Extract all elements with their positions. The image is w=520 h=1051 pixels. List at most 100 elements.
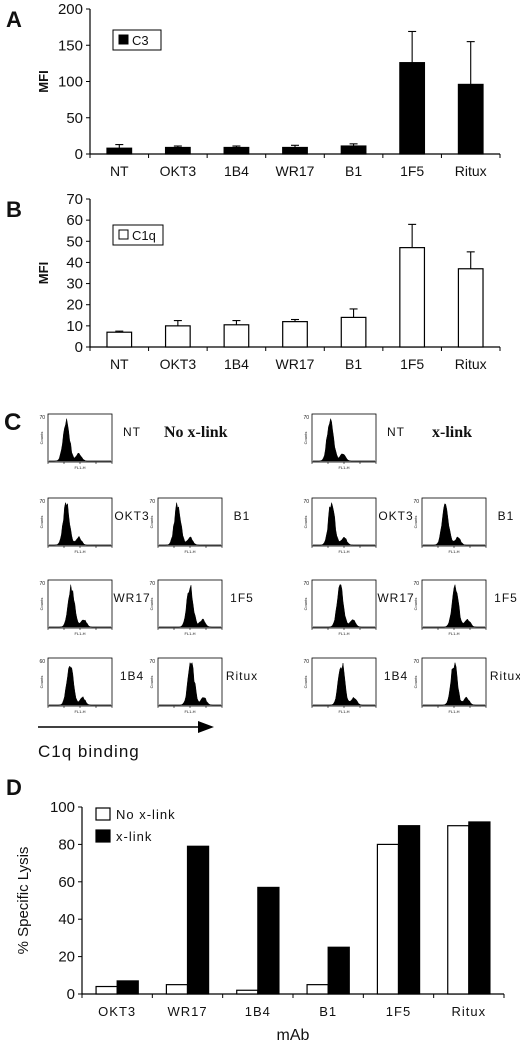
x-tick-label: Ritux	[455, 356, 487, 372]
y-axis-label: MFI	[36, 262, 51, 284]
histogram-plot: 70 Counts FL1-H NT	[303, 413, 404, 470]
panel-letter-c: C	[4, 409, 21, 436]
x-tick-label: 1F5	[386, 1004, 411, 1019]
x-tick-label: B1	[345, 356, 362, 372]
histogram-x-axis-text: FL1-H	[74, 465, 85, 470]
histogram-x-axis-text: FL1-H	[74, 709, 85, 714]
bar	[447, 825, 470, 995]
panel-c: C No x-link x-link 70 Counts FL1-H NT 70 Counts F…	[4, 409, 520, 761]
y-tick-label: 100	[50, 799, 75, 816]
y-tick-label: 200	[58, 1, 83, 18]
histogram-frame	[47, 579, 113, 629]
histogram-y-axis-text: Counts	[413, 516, 418, 529]
histogram-y-axis-text: Counts	[303, 432, 308, 445]
histogram-label: 1B4	[120, 669, 144, 683]
y-tick-label: 10	[66, 318, 83, 335]
panel-a: A 0 50 100 150 200 NT OKT3 1B4 WR17 B1 1F5 Ritux MFI C…	[6, 1, 501, 179]
histogram-y-axis-text: Counts	[39, 598, 44, 611]
x-tick-label: OKT3	[98, 1004, 136, 1019]
bar	[327, 946, 350, 995]
histogram-label: 1F5	[230, 591, 254, 605]
histogram-trace	[313, 584, 375, 628]
bar	[106, 331, 133, 348]
histogram-plot: 70 Counts FL1-H 1F5	[149, 579, 254, 636]
histogram-ymax: 70	[39, 415, 45, 421]
histogram-x-axis-text: FL1-H	[184, 709, 195, 714]
histogram-ymax: 60	[39, 659, 45, 665]
x-tick-label: OKT3	[160, 356, 197, 372]
bar	[399, 247, 426, 348]
column-title-xlink: x-link	[432, 424, 472, 441]
histogram-ymax: 70	[303, 499, 309, 505]
histogram-ymax: 70	[413, 581, 419, 587]
bar	[257, 886, 280, 995]
y-tick-label: 100	[58, 74, 83, 91]
bar	[457, 83, 484, 155]
histogram-plot: 70 Counts FL1-H Ritux	[149, 657, 257, 714]
x-tick-label: WR17	[276, 163, 315, 179]
bar	[95, 985, 118, 995]
bar	[236, 989, 259, 995]
histogram-ymax: 70	[149, 659, 155, 665]
histogram-ymax: 70	[39, 581, 45, 587]
legend-swatch	[95, 829, 111, 843]
histogram-y-axis-text: Counts	[39, 676, 44, 689]
legend-label: No x-link	[116, 807, 176, 822]
panel-letter-a: A	[6, 7, 22, 32]
x-tick-label: 1B4	[224, 356, 249, 372]
histogram-plot: 70 Counts FL1-H OKT3	[39, 497, 149, 554]
y-tick-label: 0	[75, 339, 83, 356]
histogram-x-axis-text: FL1-H	[74, 631, 85, 636]
histogram-label: B1	[234, 509, 251, 523]
histogram-plot: 70 Counts FL1-H B1	[413, 497, 515, 554]
histogram-ymax: 70	[303, 659, 309, 665]
histogram-frame	[47, 657, 113, 707]
histogram-y-axis-text: Counts	[39, 516, 44, 529]
bar	[165, 984, 189, 995]
legend-label: C3	[132, 33, 149, 48]
histogram-ymax: 70	[39, 499, 45, 505]
histogram-label: OKT3	[114, 509, 149, 523]
x-tick-label: NT	[110, 356, 129, 372]
histogram-trace	[313, 502, 375, 546]
legend-label: x-link	[116, 829, 152, 844]
histogram-trace	[423, 662, 485, 706]
histogram-y-axis-text: Counts	[39, 432, 44, 445]
x-tick-label: WR17	[167, 1004, 207, 1019]
bar	[468, 821, 491, 995]
y-tick-label: 20	[66, 297, 83, 314]
y-tick-label: 80	[58, 836, 75, 853]
bar	[397, 825, 421, 995]
histogram-x-axis-text: FL1-H	[448, 549, 459, 554]
bar	[282, 146, 308, 155]
histogram-label: Ritux	[490, 669, 520, 683]
histogram-ymax: 70	[149, 499, 155, 505]
histogram-trace	[313, 417, 375, 462]
y-tick-label: 60	[58, 874, 75, 891]
y-tick-label: 20	[58, 949, 75, 966]
bar	[282, 321, 308, 348]
histogram-plot: 60 Counts FL1-H 1B4	[39, 657, 144, 714]
histogram-y-axis-text: Counts	[413, 598, 418, 611]
histogram-trace	[423, 584, 485, 628]
histogram-plot: 70 Counts FL1-H NT	[39, 413, 140, 470]
histogram-trace	[159, 662, 221, 706]
panel-letter-d: D	[6, 775, 22, 800]
histogram-plot: 70 Counts FL1-H B1	[149, 497, 251, 554]
histogram-y-axis-text: Counts	[149, 516, 154, 529]
histogram-y-axis-text: Counts	[303, 516, 308, 529]
histogram-label: WR17	[377, 591, 414, 605]
y-tick-label: 0	[67, 986, 75, 1003]
bar	[457, 268, 484, 348]
histogram-label: B1	[498, 509, 515, 523]
x-tick-label: Ritux	[452, 1004, 487, 1019]
panel-b: B 0 10 20 30 40 50 60 70 NT OKT3 1B4 WR17 B1 1F5 Ritux M…	[6, 191, 501, 372]
histogram-x-axis-text: FL1-H	[448, 709, 459, 714]
histogram-y-axis-text: Counts	[149, 676, 154, 689]
bar	[186, 845, 210, 995]
histogram-trace	[49, 418, 111, 462]
histogram-x-axis-text: FL1-H	[184, 631, 195, 636]
legend-label: C1q	[132, 228, 156, 243]
bar	[340, 145, 367, 155]
x-tick-label: B1	[345, 163, 362, 179]
